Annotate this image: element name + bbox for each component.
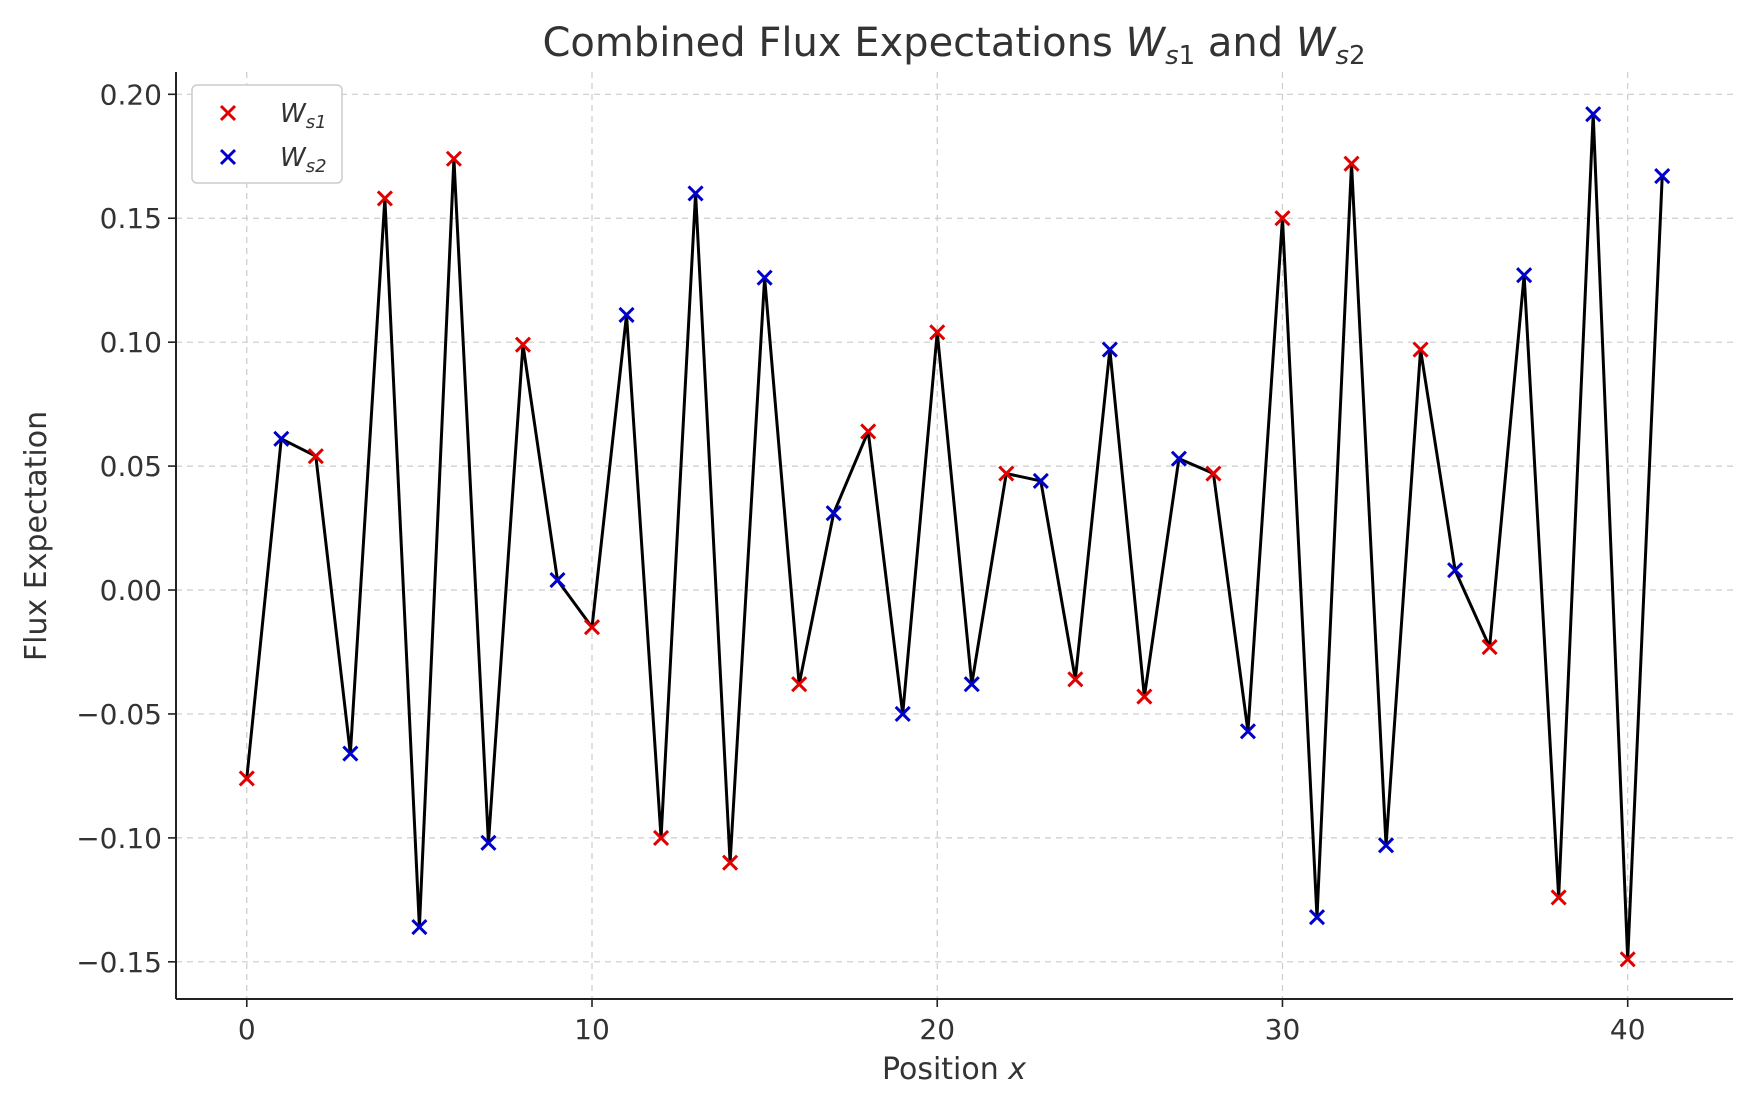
point-ws1 [929,324,946,341]
point-ws2 [480,834,497,851]
legend-item-ws2: Ws2 [219,143,327,177]
point-ws2 [1585,106,1602,123]
point-ws2 [1032,472,1049,490]
point-ws1 [1343,155,1360,172]
point-ws1 [1274,210,1291,227]
point-ws1 [583,619,601,636]
point-ws2 [756,269,773,286]
y-axis-label: Flux Expectation [19,411,54,661]
ticks-layer: 0 10 20 30 40 −0.15 −0.10 −0.05 0.00 0.05 0.10 0.15… [76,78,1645,1046]
y-tick-label: 0.05 [100,450,162,483]
y-tick-label: 0.10 [100,326,162,359]
series-connecting-line [245,112,1664,961]
point-ws2 [1170,450,1187,467]
point-ws2 [1308,909,1326,926]
point-ws2 [687,185,704,202]
x-tick-label: 0 [238,1013,256,1046]
point-ws2 [273,430,290,447]
point-ws1 [1619,951,1636,968]
x-axis-label: Position x [882,1052,1026,1087]
point-ws2 [1377,837,1395,854]
point-ws1 [1412,341,1429,358]
connecting-line-layer [245,112,1664,961]
legend-label: Ws1 [280,99,327,133]
point-ws2 [342,745,359,762]
y-tick-label: −0.05 [76,698,162,731]
point-ws1 [238,770,255,787]
legend-item-ws1: Ws1 [219,99,327,133]
x-tick-label: 30 [1265,1013,1301,1046]
point-ws2 [963,676,980,693]
x-tick-label: 40 [1610,1013,1646,1046]
point-ws1 [1481,638,1498,656]
point-ws2 [825,505,842,522]
point-ws1 [998,465,1015,482]
y-tick-label: 0.20 [100,78,162,111]
y-tick-label: 0.00 [100,574,162,607]
point-ws2 [1239,723,1257,740]
markers-layer [238,106,1671,968]
point-ws1 [1205,465,1222,482]
y-tick-label: 0.15 [100,202,162,235]
point-ws1 [307,448,324,465]
point-ws2 [1101,341,1118,358]
x-tick-label: 20 [919,1013,955,1046]
y-tick-label: −0.10 [76,822,162,855]
point-ws1 [791,676,808,693]
chart-title: Combined Flux Expectations Ws1 and Ws2 [542,20,1365,71]
point-ws1 [514,336,532,353]
point-ws2 [1516,267,1533,284]
point-ws1 [445,150,462,167]
point-ws1 [860,423,877,440]
point-ws1 [722,854,739,871]
point-ws2 [411,919,428,936]
point-ws2 [1447,562,1464,579]
point-ws1 [1136,688,1153,705]
point-ws2 [549,572,566,589]
point-ws1 [1550,889,1567,906]
point-ws1 [376,190,393,207]
point-ws1 [1067,671,1084,688]
legend-label: Ws2 [280,143,327,177]
point-ws2 [618,306,635,323]
y-tick-label: −0.15 [76,946,162,979]
point-ws1 [652,829,670,846]
point-ws2 [894,705,911,723]
point-ws2 [1654,168,1671,185]
x-tick-label: 10 [574,1013,610,1046]
